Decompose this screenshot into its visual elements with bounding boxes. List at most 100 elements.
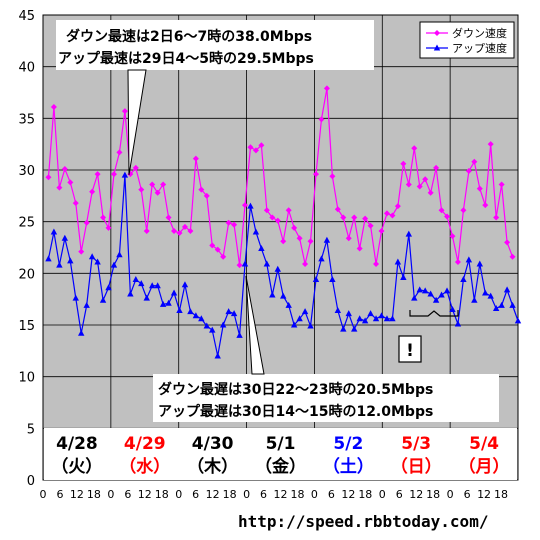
- data-point: [56, 184, 63, 191]
- x-tick-label: 18: [426, 488, 440, 501]
- data-point: [373, 261, 380, 268]
- data-point: [389, 212, 396, 219]
- data-point: [236, 331, 243, 338]
- data-point: [302, 261, 309, 268]
- data-point: [127, 290, 134, 297]
- data-point: [225, 308, 232, 315]
- data-point: [427, 290, 434, 297]
- data-point: [356, 245, 363, 252]
- data-point: [171, 227, 178, 234]
- alert-bracket: [409, 310, 459, 317]
- day-date-label: 4/28: [56, 434, 98, 454]
- data-point: [192, 312, 200, 319]
- day-label-panel: [44, 428, 517, 480]
- data-point: [143, 294, 150, 301]
- data-point: [405, 181, 412, 188]
- data-point: [203, 322, 210, 329]
- data-point: [89, 188, 96, 195]
- data-point: [116, 251, 123, 258]
- data-point: [121, 171, 129, 178]
- data-point: [312, 276, 320, 283]
- data-point: [291, 224, 298, 231]
- legend-label: アップ速度: [452, 41, 507, 55]
- data-point: [88, 253, 96, 260]
- day-weekday-label: （水）: [119, 456, 170, 477]
- data-point: [209, 326, 216, 333]
- data-point: [181, 281, 189, 288]
- data-point: [432, 296, 440, 303]
- best-callout-box: [56, 20, 374, 70]
- data-point: [493, 214, 500, 221]
- data-point: [274, 217, 281, 224]
- x-tick-label: 18: [155, 488, 169, 501]
- x-tick-label: 0: [379, 488, 386, 501]
- data-point: [427, 189, 434, 196]
- data-point: [258, 142, 265, 149]
- data-point: [165, 299, 172, 306]
- data-point: [165, 214, 172, 221]
- y-tick-label: 30: [18, 164, 35, 179]
- best-callout-pointer: [127, 69, 147, 176]
- data-point: [476, 185, 483, 192]
- data-point: [160, 181, 167, 188]
- data-point: [296, 235, 303, 242]
- data-point: [471, 296, 478, 303]
- data-point: [454, 320, 462, 327]
- data-point: [383, 315, 391, 322]
- x-axis-ticks: 0 6 12 18 0 6 12 18 0 6 12 18 0 6 12 18 0 6 12 18 0 6 12 18 0 6 12…: [40, 488, 509, 501]
- data-point: [443, 287, 451, 294]
- data-point: [263, 207, 270, 214]
- y-tick-label: 0: [27, 474, 35, 489]
- x-tick-label: 12: [70, 488, 84, 501]
- data-point: [187, 308, 194, 315]
- data-point: [285, 301, 292, 308]
- x-tick-label: 6: [56, 488, 63, 501]
- data-point: [192, 155, 199, 162]
- data-point: [460, 276, 467, 283]
- y-tick-label: 45: [18, 9, 35, 24]
- data-point: [487, 141, 494, 148]
- data-point: [242, 202, 249, 209]
- data-point: [45, 174, 52, 181]
- data-point: [78, 248, 85, 255]
- y-tick-label: 40: [18, 61, 35, 76]
- data-point: [61, 165, 68, 172]
- day-weekday-label: （金）: [255, 456, 306, 477]
- data-point: [170, 289, 178, 296]
- legend-marker: [434, 30, 440, 36]
- data-point: [345, 310, 352, 317]
- data-point: [340, 325, 347, 332]
- data-point: [465, 256, 473, 263]
- data-point: [230, 310, 238, 317]
- data-point: [362, 215, 369, 222]
- y-axis-ticks: 0 5 10 15 20 25 30 35 40 45: [18, 9, 35, 489]
- data-point: [301, 308, 309, 315]
- x-tick-label: 6: [328, 488, 335, 501]
- x-tick-label: 18: [87, 488, 101, 501]
- data-point: [421, 287, 429, 294]
- data-point: [422, 176, 429, 183]
- day-weekday-label: （月）: [459, 456, 510, 477]
- data-point: [154, 189, 161, 196]
- data-point: [94, 258, 101, 265]
- data-point: [416, 183, 423, 190]
- y-tick-label: 25: [18, 216, 35, 231]
- upload-best-annotation: アップ最速は29日4～5時の29.5Mbps: [58, 50, 314, 67]
- data-point: [498, 301, 505, 308]
- data-point: [100, 214, 107, 221]
- data-point: [241, 260, 249, 267]
- worst-callout-box: [153, 374, 499, 422]
- data-point: [138, 186, 145, 193]
- data-point: [307, 322, 314, 329]
- data-point: [296, 315, 303, 322]
- data-point: [50, 103, 57, 110]
- data-point: [438, 207, 445, 214]
- data-point: [487, 292, 494, 299]
- data-point: [482, 289, 489, 296]
- data-point: [67, 257, 74, 264]
- data-point: [504, 239, 511, 246]
- data-point: [416, 286, 423, 293]
- data-point: [433, 164, 440, 171]
- x-tick-label: 0: [107, 488, 114, 501]
